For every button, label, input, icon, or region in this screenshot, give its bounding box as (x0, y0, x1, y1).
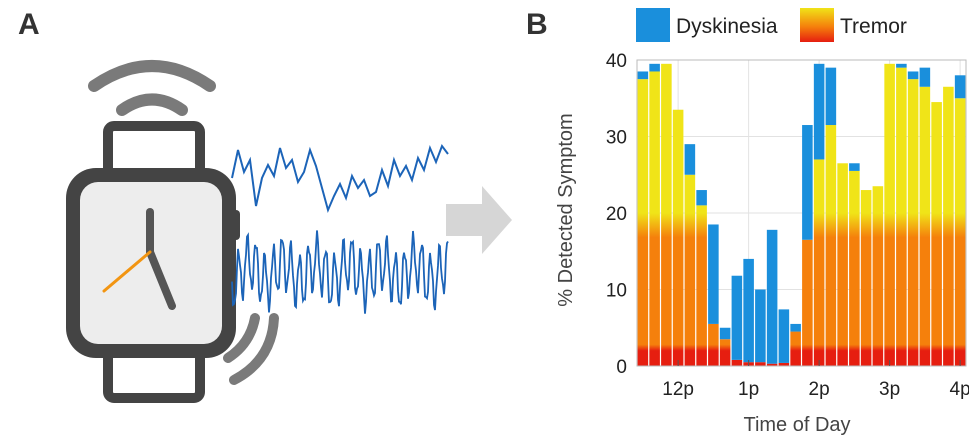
x-tick-label: 1p (738, 379, 759, 400)
bar-dyskinesia (719, 327, 731, 340)
accelerometer-trace (231, 143, 449, 214)
bar-tremor (896, 67, 907, 367)
plot-frame (636, 59, 967, 367)
bar-dyskinesia (790, 323, 801, 332)
legend-swatch-dyskinesia (636, 8, 670, 42)
arrow-right-icon (446, 186, 512, 254)
bar-tremor (802, 239, 813, 366)
bar-stack-group (637, 63, 966, 367)
panel-b-label: B (526, 8, 548, 41)
x-tick-label: 2p (809, 379, 830, 400)
bar-tremor (907, 79, 919, 366)
bar-dyskinesia (778, 309, 790, 363)
x-axis-ticks: 12p1p2p3p4p5p (662, 360, 969, 400)
bar-dyskinesia (649, 63, 660, 72)
bar-tremor (766, 363, 778, 366)
bar-tremor (649, 71, 660, 366)
x-axis-label: Time of Day (743, 414, 850, 436)
bar-tremor (860, 190, 872, 366)
bar-dyskinesia (954, 75, 966, 99)
y-tick-label: 0 (616, 357, 627, 378)
bar-tremor (661, 63, 672, 366)
bar-tremor (755, 362, 766, 366)
bar-dyskinesia (637, 71, 649, 80)
bar-dyskinesia (731, 275, 743, 360)
x-tick-label: 12p (662, 379, 694, 400)
bar-dyskinesia (907, 71, 919, 80)
y-axis-label: % Detected Symptom (555, 113, 577, 306)
bar-dyskinesia (684, 144, 696, 175)
bar-dyskinesia (755, 289, 766, 363)
bar-tremor (790, 331, 801, 366)
bar-tremor (778, 362, 790, 366)
wireless-signal-icon (88, 60, 216, 116)
bar-dyskinesia (743, 258, 754, 363)
y-tick-label: 10 (606, 281, 627, 302)
x-tick-label: 4p (950, 379, 969, 400)
bar-tremor (708, 323, 719, 366)
bar-tremor (943, 86, 954, 367)
legend-label-dyskinesia: Dyskinesia (676, 15, 778, 38)
smartwatch-icon (66, 121, 240, 403)
y-tick-label: 40 (606, 51, 627, 72)
y-tick-label: 30 (606, 128, 627, 149)
bar-tremor (813, 159, 825, 366)
bar-tremor (825, 125, 837, 367)
bar-tremor (954, 98, 966, 366)
bar-tremor (872, 186, 884, 366)
bar-tremor (719, 339, 731, 366)
bar-tremor (731, 359, 743, 366)
chart-legend: Dyskinesia Tremor (636, 8, 907, 42)
bar-tremor (849, 170, 860, 366)
panel-a-label: A (18, 8, 40, 41)
bar-dyskinesia (825, 67, 837, 126)
bar-tremor (919, 86, 931, 367)
bar-dyskinesia (766, 229, 778, 364)
bar-dyskinesia (696, 190, 707, 206)
bar-tremor (672, 109, 684, 366)
bar-tremor (637, 79, 649, 366)
tremor-trace (231, 230, 449, 314)
bar-tremor (931, 102, 942, 366)
bar-tremor (837, 163, 848, 366)
bar-dyskinesia (708, 224, 719, 324)
bar-dyskinesia (813, 63, 825, 160)
bar-dyskinesia (802, 125, 813, 240)
vibration-icon (223, 313, 279, 385)
y-axis-ticks: 0 10 20 30 40 (606, 51, 627, 378)
bar-dyskinesia (849, 163, 860, 171)
x-tick-label: 3p (879, 379, 900, 400)
bar-dyskinesia (896, 63, 907, 68)
clock-icon (102, 208, 176, 310)
bar-tremor (884, 63, 895, 366)
legend-swatch-tremor (800, 8, 834, 42)
bar-dyskinesia (919, 67, 931, 87)
bar-tremor (696, 205, 707, 366)
bar-tremor (684, 174, 696, 366)
y-tick-label: 20 (606, 204, 627, 225)
legend-label-tremor: Tremor (840, 15, 907, 38)
